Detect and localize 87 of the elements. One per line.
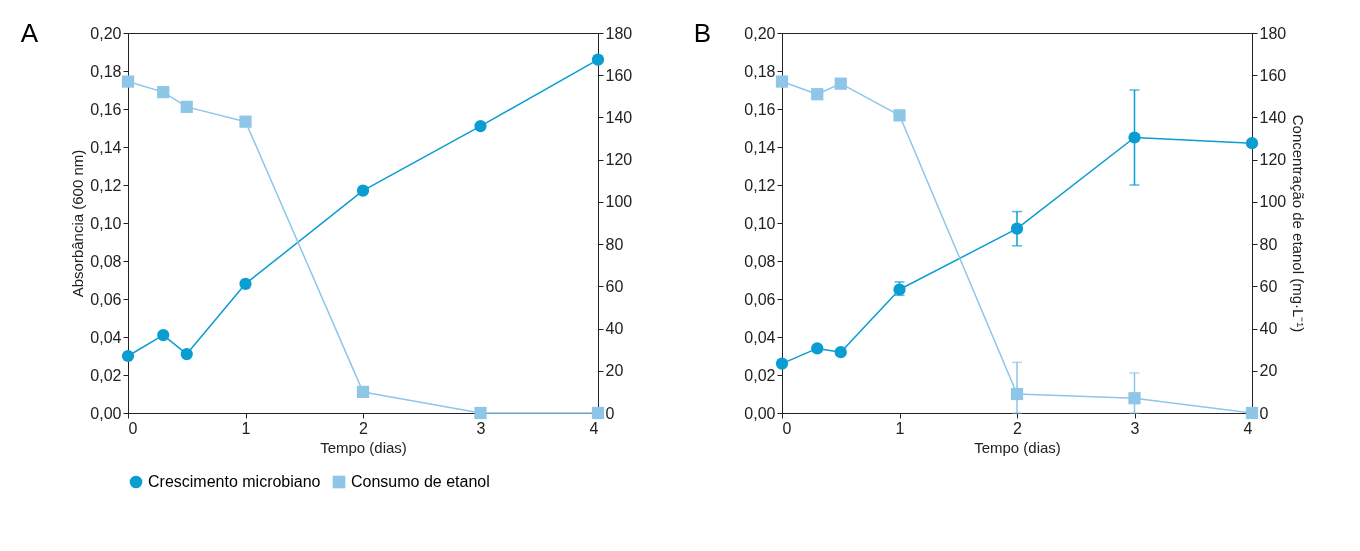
x-axis-title: Tempo (dias): [974, 438, 1061, 456]
x-tick-label: 2: [1013, 419, 1023, 437]
point: [893, 109, 906, 122]
point: [356, 385, 370, 399]
y-tick-label: 0,08: [90, 252, 122, 270]
point: [157, 328, 170, 342]
point: [474, 119, 487, 133]
y2-tick-label: 80: [1259, 235, 1278, 253]
y-tick-label: 0,18: [90, 62, 122, 80]
y2-tick-label: 60: [605, 277, 624, 295]
y2-axis-title: Concentração de etanol (mg·L⁻¹): [1290, 114, 1308, 333]
point: [1245, 406, 1259, 420]
y-tick-label: 0,12: [744, 176, 776, 194]
y-tick-label: 0,20: [90, 24, 122, 42]
x-tick-label: 4: [589, 419, 599, 437]
y-tick-label: 0,10: [744, 214, 776, 232]
point: [1128, 392, 1141, 405]
x-tick-label: 4: [1243, 419, 1253, 437]
point: [775, 75, 789, 88]
y-tick-label: 0,02: [744, 366, 776, 384]
chart-title: B: [693, 18, 712, 48]
y-tick-label: 0,00: [90, 404, 122, 422]
y-tick-label: 0,14: [90, 138, 122, 156]
legend-label: Crescimento microbiano: [148, 473, 321, 490]
y2-tick-label: 20: [605, 362, 624, 380]
point: [1245, 137, 1259, 150]
y2-tick-label: 140: [605, 108, 633, 126]
y-tick-label: 0,14: [744, 138, 776, 156]
point: [121, 75, 135, 88]
x-tick-label: 0: [782, 419, 792, 437]
y-tick-label: 0,16: [744, 100, 776, 118]
y-tick-label: 0,06: [744, 290, 776, 308]
y2-tick-label: 180: [605, 24, 633, 42]
y-tick-label: 0,06: [90, 290, 122, 308]
y2-tick-label: 100: [605, 193, 633, 211]
point: [1010, 222, 1024, 235]
y-tick-label: 0,08: [744, 252, 776, 270]
point: [591, 406, 605, 420]
point: [591, 53, 605, 66]
x-tick-label: 3: [476, 419, 486, 437]
y2-tick-label: 100: [1259, 193, 1287, 211]
x-tick-label: 3: [1130, 419, 1140, 437]
y2-tick-label: 120: [1259, 151, 1287, 169]
y-axis-title: Absorbância (600 nm): [69, 149, 87, 298]
point: [356, 184, 370, 197]
x-tick-label: 0: [128, 419, 138, 437]
y-tick-label: 0,18: [744, 62, 776, 80]
chart-title: A: [20, 18, 39, 48]
y2-tick-label: 120: [605, 151, 633, 169]
point: [811, 342, 824, 355]
y2-tick-label: 40: [1259, 320, 1278, 338]
point: [775, 357, 789, 370]
y2-tick-label: 0: [1259, 404, 1269, 422]
x-tick-label: 1: [895, 419, 905, 437]
point: [834, 77, 847, 90]
y2-tick-label: 20: [1259, 362, 1278, 380]
y2-tick-label: 180: [1259, 24, 1287, 42]
point: [239, 115, 252, 128]
point: [474, 406, 487, 420]
y-tick-label: 0,02: [90, 366, 122, 384]
point: [180, 100, 193, 114]
y-tick-label: 0,12: [90, 176, 122, 194]
y2-tick-label: 40: [605, 320, 624, 338]
point: [834, 346, 847, 359]
y2-tick-label: 160: [1259, 66, 1287, 84]
y-tick-label: 0,00: [744, 404, 776, 422]
point: [1128, 131, 1141, 144]
y-tick-label: 0,04: [90, 328, 122, 346]
legend-label: Consumo de etanol: [351, 473, 490, 490]
y2-tick-label: 140: [1259, 108, 1287, 126]
x-tick-label: 1: [241, 419, 251, 437]
point: [121, 349, 135, 363]
y2-tick-label: 0: [605, 404, 615, 422]
point: [811, 88, 824, 101]
x-axis-title: Tempo (dias): [320, 438, 407, 456]
point: [157, 85, 170, 99]
point: [180, 347, 193, 361]
y-tick-label: 0,16: [90, 100, 122, 118]
y-tick-label: 0,20: [744, 24, 776, 42]
y-tick-label: 0,10: [90, 214, 122, 232]
point: [1010, 387, 1024, 401]
y2-tick-label: 60: [1259, 277, 1278, 295]
y2-tick-label: 80: [605, 235, 624, 253]
point: [239, 277, 252, 290]
x-tick-label: 2: [359, 419, 369, 437]
y2-tick-label: 160: [605, 66, 633, 84]
y-tick-label: 0,04: [744, 328, 776, 346]
